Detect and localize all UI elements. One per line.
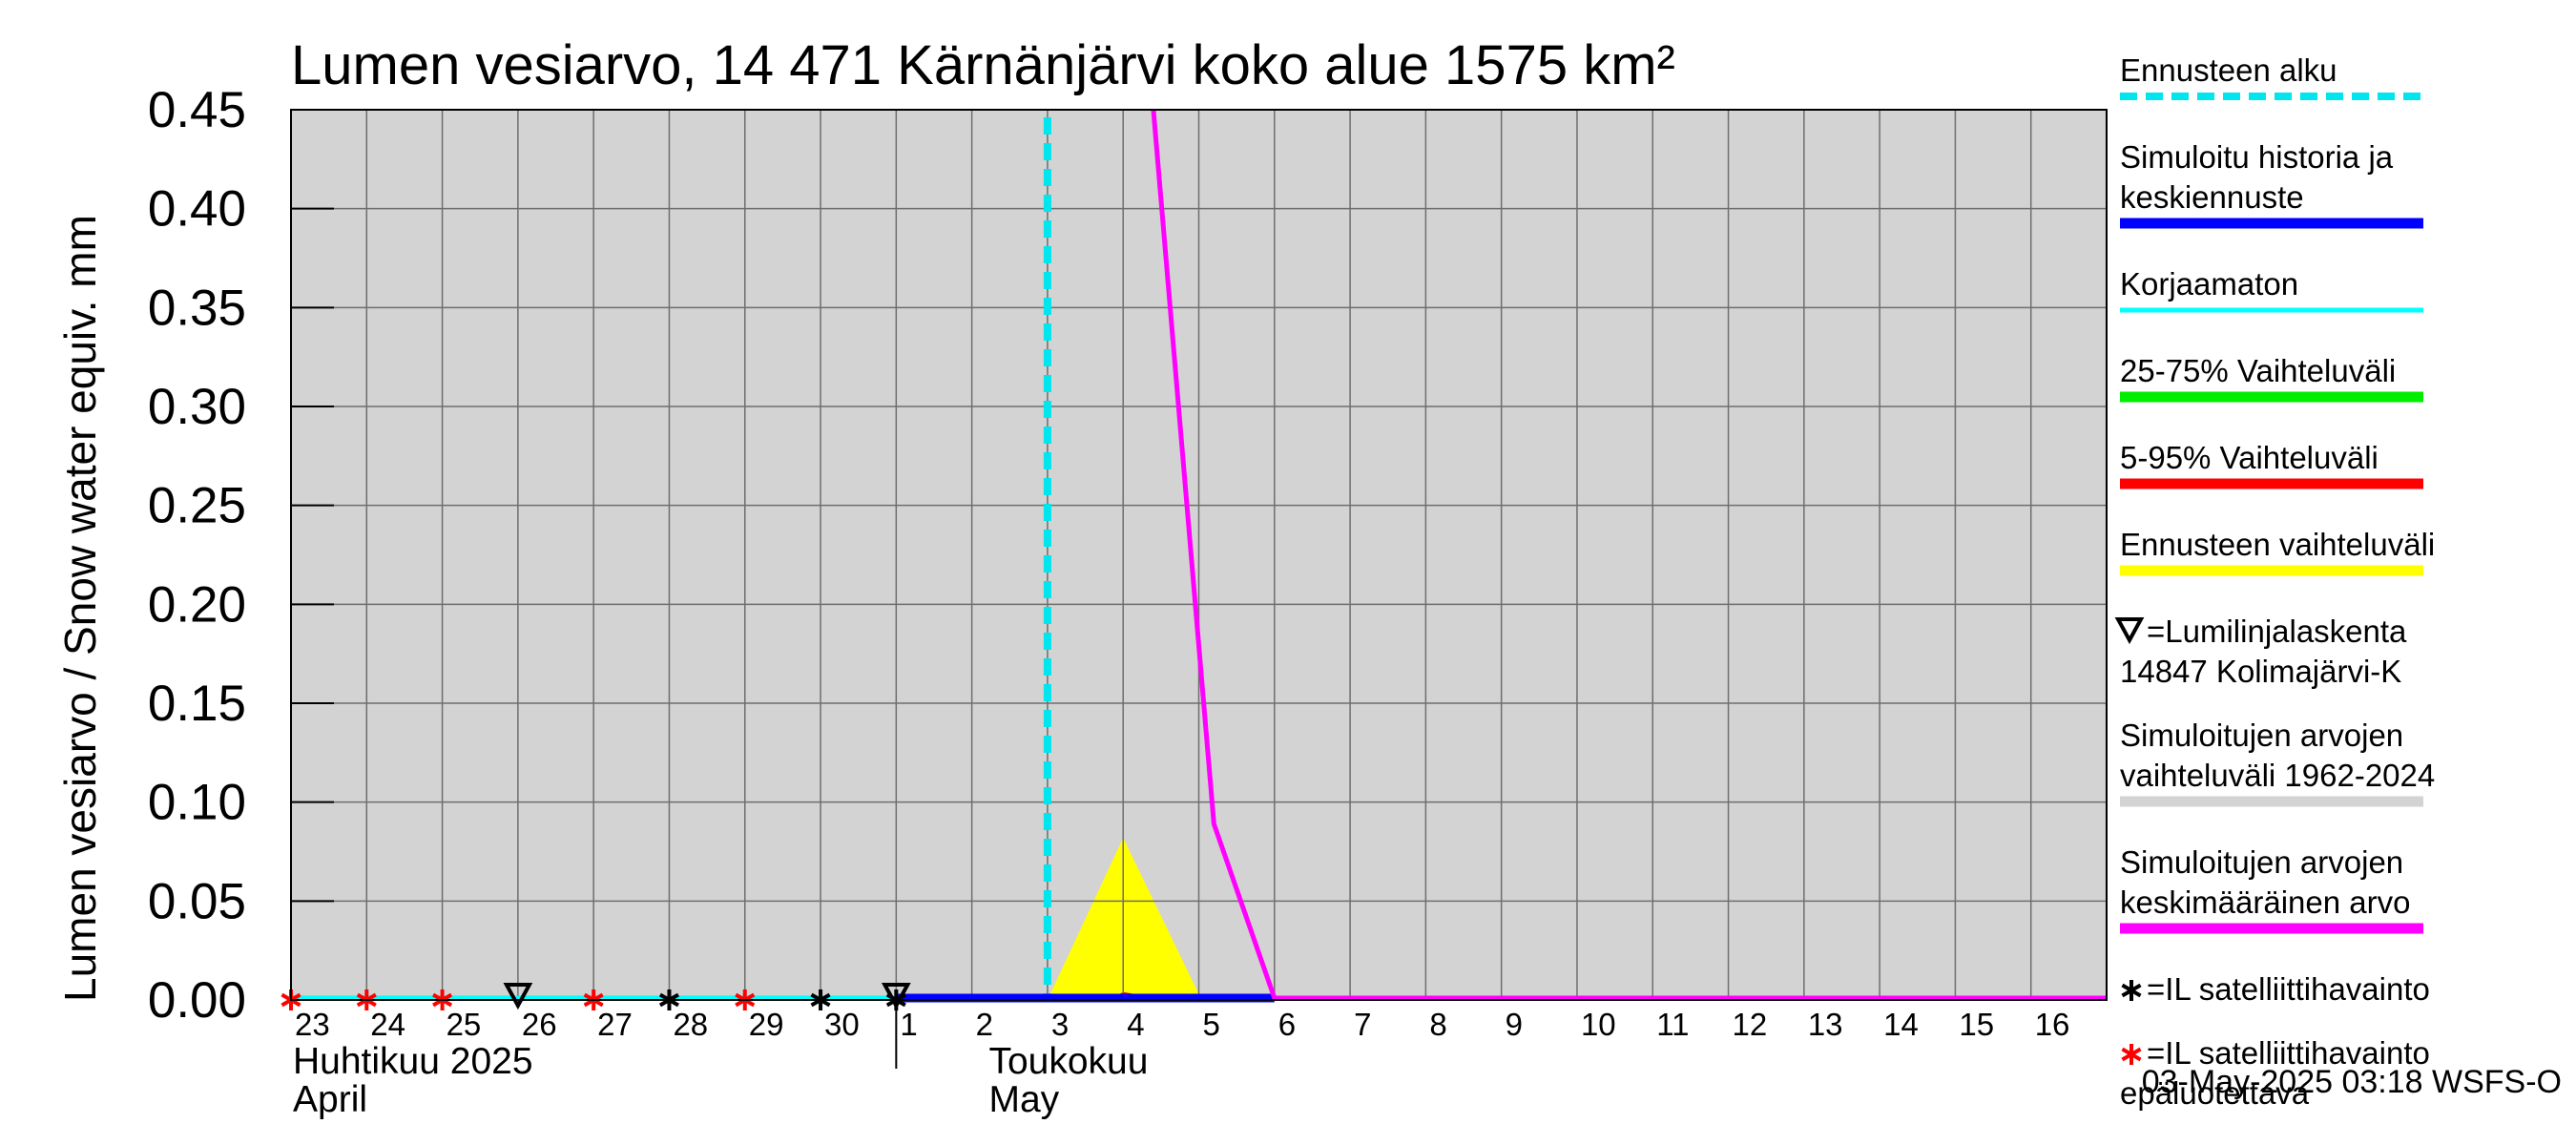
legend-label: 14847 Kolimajärvi-K bbox=[2120, 654, 2401, 689]
y-tick-label: 0.05 bbox=[148, 873, 246, 929]
chart-title: Lumen vesiarvo, 14 471 Kärnänjärvi koko … bbox=[291, 34, 1675, 96]
y-axis-label: Lumen vesiarvo / Snow water equiv. mm bbox=[55, 215, 105, 1002]
legend-label: =IL satelliittihavainto bbox=[2147, 1035, 2430, 1071]
legend-label: =IL satelliittihavainto bbox=[2147, 971, 2430, 1007]
band-ennusteen-vaihteluv-li bbox=[1047, 837, 1215, 1000]
marker-snow-line bbox=[881, 983, 911, 1010]
legend-item: Ennusteen alku bbox=[2120, 52, 2423, 100]
legend-label: Korjaamaton bbox=[2120, 266, 2298, 302]
x-tick-label: 15 bbox=[1959, 1007, 1994, 1042]
legend-label: Ennusteen vaihteluväli bbox=[2120, 527, 2435, 562]
y-tick-label: 0.45 bbox=[148, 82, 246, 138]
x-tick-label: 28 bbox=[673, 1007, 708, 1042]
marker-snow-line bbox=[503, 983, 533, 1010]
legend-label: keskimääräinen arvo bbox=[2120, 885, 2410, 920]
month-label: Toukokuu bbox=[988, 1041, 1148, 1082]
x-tick-label: 24 bbox=[370, 1007, 405, 1042]
legend-star-icon bbox=[2121, 1044, 2142, 1065]
month-label-en: April bbox=[293, 1079, 367, 1120]
plot-area: 0.00 0.05 0.10 0.15 0.20 0.25 0.30 0.35 0.40 0.45… bbox=[148, 82, 2108, 1120]
x-tick-label: 1 bbox=[900, 1007, 917, 1042]
x-tick-label: 4 bbox=[1127, 1007, 1144, 1042]
x-tick-label: 8 bbox=[1429, 1007, 1446, 1042]
legend-label: keskiennuste bbox=[2120, 179, 2304, 215]
legend-item: Simuloitu historia ja keskiennuste bbox=[2120, 139, 2423, 229]
legend-item: =IL satelliittihavainto bbox=[2121, 971, 2430, 1007]
legend-item: 5-95% Vaihteluväli bbox=[2120, 440, 2423, 489]
legend-triangle-icon bbox=[2114, 617, 2145, 645]
legend-item: Simuloitujen arvojen vaihteluväli 1962-20… bbox=[2120, 718, 2435, 807]
y-tick-label: 0.20 bbox=[148, 576, 246, 633]
legend-star-icon bbox=[2121, 980, 2142, 1001]
legend-item: =IL satelliittihavainto epäluotettava bbox=[2120, 1035, 2430, 1111]
x-tick-label: 13 bbox=[1808, 1007, 1843, 1042]
legend-label: Ennusteen alku bbox=[2120, 52, 2337, 88]
month-label-en: May bbox=[988, 1079, 1059, 1120]
series-line-simuloitujen-arvojen-keskim-r-inen-arvo bbox=[1151, 109, 2107, 1001]
x-tick-label: 9 bbox=[1506, 1007, 1523, 1042]
y-tick-label: 0.30 bbox=[148, 379, 246, 435]
y-tick-label: 0.10 bbox=[148, 775, 246, 831]
x-tick-label: 3 bbox=[1051, 1007, 1069, 1042]
x-tick-label: 2 bbox=[976, 1007, 993, 1042]
x-tick-label: 29 bbox=[749, 1007, 784, 1042]
x-tick-label: 11 bbox=[1656, 1007, 1689, 1042]
legend-label: 25-75% Vaihteluväli bbox=[2120, 353, 2396, 388]
footer-timestamp: 03-May-2025 03:18 WSFS-O bbox=[2142, 1064, 2562, 1100]
x-tick-label: 30 bbox=[824, 1007, 860, 1042]
legend-label: Simuloitujen arvojen bbox=[2120, 844, 2403, 880]
legend: Ennusteen alku Simuloitu historia ja keski… bbox=[2114, 52, 2435, 1111]
x-tick-label: 7 bbox=[1354, 1007, 1371, 1042]
y-tick-label: 0.40 bbox=[148, 181, 246, 238]
legend-label: Simuloitujen arvojen bbox=[2120, 718, 2403, 753]
x-tick-label: 25 bbox=[447, 1007, 482, 1042]
legend-item: Korjaamaton bbox=[2120, 266, 2423, 313]
legend-label: Simuloitu historia ja bbox=[2120, 139, 2394, 175]
x-tick-label: 6 bbox=[1278, 1007, 1296, 1042]
legend-label: 5-95% Vaihteluväli bbox=[2120, 440, 2379, 475]
x-tick-label: 27 bbox=[597, 1007, 633, 1042]
month-label: Huhtikuu 2025 bbox=[293, 1041, 533, 1082]
y-tick-label: 0.25 bbox=[148, 478, 246, 534]
legend-label: =Lumilinjalaskenta bbox=[2147, 614, 2407, 649]
x-tick-label: 10 bbox=[1581, 1007, 1616, 1042]
plot-frame bbox=[290, 109, 2108, 1001]
legend-item: =Lumilinjalaskenta 14847 Kolimajärvi-K bbox=[2114, 614, 2407, 689]
x-tick-label: 12 bbox=[1733, 1007, 1768, 1042]
x-tick-label: 5 bbox=[1203, 1007, 1220, 1042]
legend-label: vaihteluväli 1962-2024 bbox=[2120, 758, 2435, 793]
x-tick-label: 14 bbox=[1883, 1007, 1919, 1042]
y-tick-label: 0.15 bbox=[148, 676, 246, 732]
legend-item: 25-75% Vaihteluväli bbox=[2120, 353, 2423, 403]
x-tick-label: 26 bbox=[522, 1007, 557, 1042]
y-tick-label: 0.00 bbox=[148, 972, 246, 1029]
y-tick-label: 0.35 bbox=[148, 280, 246, 336]
legend-item: Ennusteen vaihteluväli bbox=[2120, 527, 2435, 576]
x-tick-label: 16 bbox=[2035, 1007, 2070, 1042]
legend-label: epäluotettava bbox=[2120, 1075, 2310, 1111]
legend-item: Simuloitujen arvojen keskimääräinen arvo bbox=[2120, 844, 2423, 934]
x-tick-label: 23 bbox=[295, 1007, 330, 1042]
